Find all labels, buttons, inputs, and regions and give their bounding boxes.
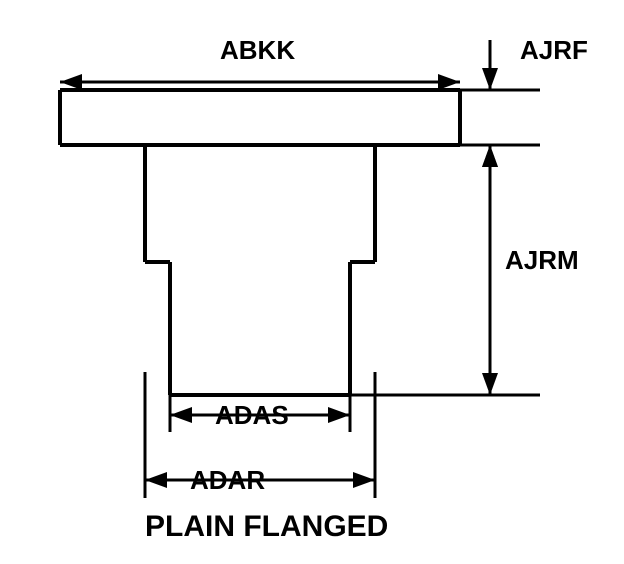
label-adas: ADAS <box>215 400 289 431</box>
label-abkk: ABKK <box>220 35 295 66</box>
label-ajrf: AJRF <box>520 35 588 66</box>
label-adar: ADAR <box>190 465 265 496</box>
diagram-title: PLAIN FLANGED <box>145 510 388 544</box>
label-ajrm: AJRM <box>505 245 579 276</box>
diagram-svg <box>0 0 624 564</box>
diagram-canvas: ABKK AJRF AJRM ADAS ADAR PLAIN FLANGED <box>0 0 624 564</box>
